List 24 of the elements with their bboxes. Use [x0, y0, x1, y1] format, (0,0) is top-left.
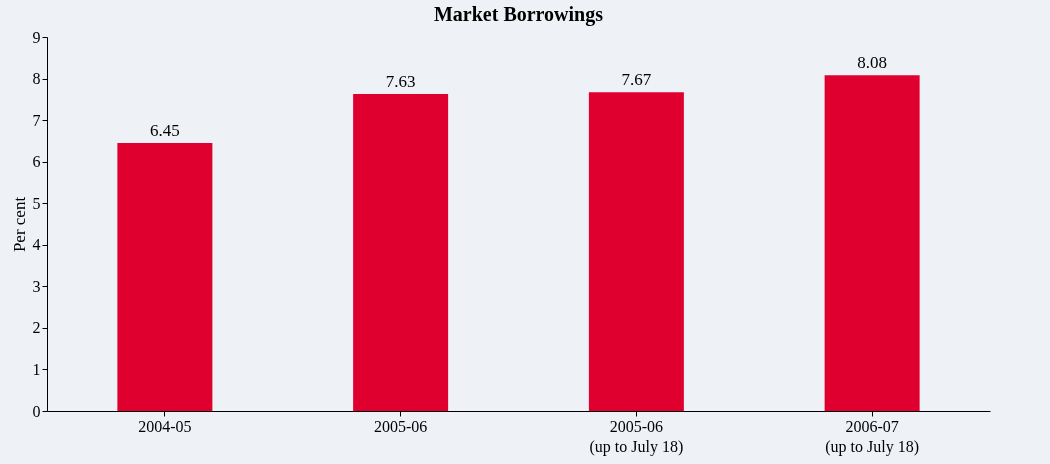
x-tick-label: 2004-05 — [138, 417, 192, 435]
y-tick-label: 5 — [32, 194, 41, 212]
bar — [824, 75, 920, 411]
bar — [588, 92, 684, 411]
data-label: 7.63 — [385, 71, 416, 91]
y-tick-label: 9 — [32, 28, 41, 46]
chart-title: Market Borrowings — [433, 3, 604, 26]
data-label: 8.08 — [857, 53, 887, 73]
x-tick-label: 2005-06 — [373, 417, 428, 435]
y-tick-label: 6 — [32, 153, 41, 171]
y-tick-label: 1 — [32, 360, 41, 378]
y-tick-label: 8 — [32, 70, 41, 88]
data-label: 7.67 — [621, 70, 652, 90]
bar — [117, 142, 213, 411]
x-tick-label: 2006-07 (up to July 18) — [825, 417, 920, 456]
bar — [353, 93, 449, 411]
data-label: 6.45 — [150, 120, 180, 140]
x-tick-label: 2005-06 (up to July 18) — [589, 417, 684, 456]
y-tick-label: 0 — [32, 402, 41, 420]
y-axis-title: Per cent — [9, 196, 29, 253]
y-tick-label: 2 — [32, 319, 41, 337]
y-tick-label: 4 — [32, 236, 41, 254]
y-tick-label: 7 — [32, 111, 41, 129]
y-tick-label: 3 — [32, 277, 41, 295]
